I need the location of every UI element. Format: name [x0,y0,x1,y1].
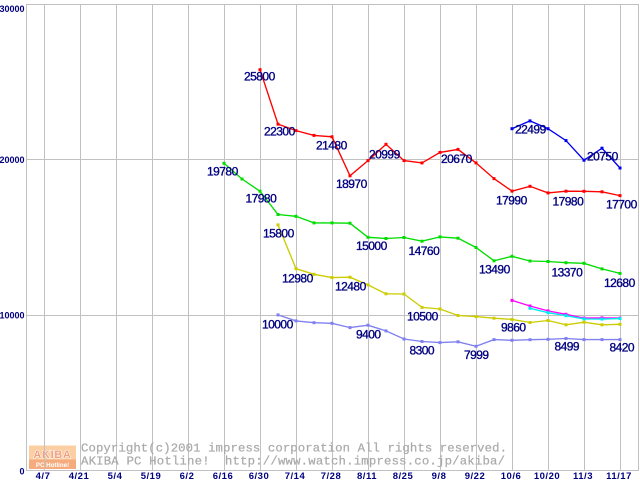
svg-text:14760: 14760 [409,244,441,258]
svg-text:10/20: 10/20 [534,471,560,480]
svg-text:6/2: 6/2 [180,471,195,480]
svg-text:8499: 8499 [555,340,580,354]
svg-text:11/17: 11/17 [606,471,632,480]
svg-text:11/3: 11/3 [573,471,593,480]
svg-text:10000: 10000 [0,311,25,321]
svg-text:19780: 19780 [207,164,239,178]
svg-text:22499: 22499 [515,123,547,137]
svg-text:20000: 20000 [0,155,25,165]
svg-text:9/8: 9/8 [432,471,447,480]
svg-text:25800: 25800 [244,70,276,84]
svg-text:15800: 15800 [263,227,295,241]
svg-text:4/7: 4/7 [36,471,51,480]
svg-text:9860: 9860 [501,321,526,335]
svg-text:5/4: 5/4 [108,471,123,480]
svg-text:8300: 8300 [410,344,435,358]
svg-text:AKIBA PC Hotline! http://www.: AKIBA PC Hotline! http://www.watch.impre… [81,454,505,468]
svg-text:7/14: 7/14 [285,471,306,480]
svg-text:10500: 10500 [407,310,439,324]
svg-text:17980: 17980 [553,195,585,209]
svg-text:6/16: 6/16 [213,471,234,480]
svg-text:PC Hotline!: PC Hotline! [36,462,69,469]
svg-text:12680: 12680 [604,276,636,290]
svg-text:8/11: 8/11 [357,471,377,480]
svg-text:AKIBA: AKIBA [33,449,71,461]
svg-text:20999: 20999 [369,148,401,162]
svg-text:20750: 20750 [587,150,619,164]
svg-text:10/6: 10/6 [501,471,522,480]
svg-text:7999: 7999 [464,348,489,362]
svg-text:17980: 17980 [246,192,278,206]
svg-text:8420: 8420 [610,341,635,355]
svg-text:17700: 17700 [606,198,638,212]
svg-text:6/30: 6/30 [249,471,270,480]
svg-text:20670: 20670 [441,152,473,166]
svg-text:21480: 21480 [316,139,348,153]
svg-text:9/22: 9/22 [465,471,486,480]
svg-text:9400: 9400 [356,328,381,342]
svg-text:10000: 10000 [262,318,294,332]
svg-text:18970: 18970 [336,177,368,191]
svg-text:8/25: 8/25 [393,471,414,480]
svg-text:0: 0 [19,467,24,477]
svg-text:17990: 17990 [496,194,528,208]
svg-text:7/28: 7/28 [321,471,342,480]
svg-text:22300: 22300 [264,125,296,139]
svg-text:13490: 13490 [479,263,511,277]
svg-text:12480: 12480 [335,280,367,294]
svg-text:4/21: 4/21 [69,471,90,480]
svg-text:12980: 12980 [282,272,314,286]
svg-text:30000: 30000 [0,4,25,14]
svg-text:5/19: 5/19 [141,471,162,480]
svg-text:Copyright(c)2001 impress corpo: Copyright(c)2001 impress corporation All… [81,441,507,455]
svg-text:15000: 15000 [356,239,388,253]
svg-text:13370: 13370 [552,266,584,280]
